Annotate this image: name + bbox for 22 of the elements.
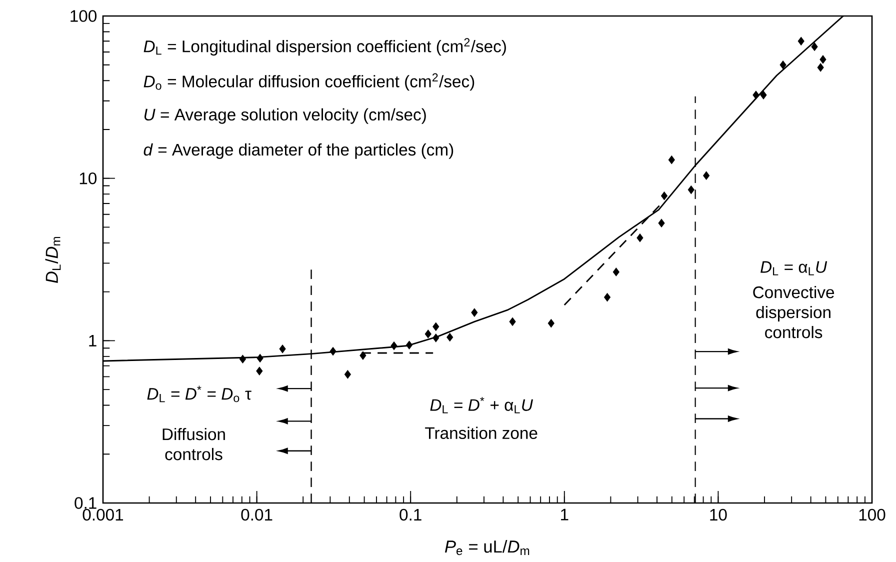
y-tick-label: 0.1 xyxy=(74,497,96,509)
x-tick-label: 100 xyxy=(859,508,886,521)
y-axis-title: D$_{L}$/D$_{m}$ xyxy=(45,236,61,283)
annotation: D$_{o}$ = Molecular diffusion coefficient (cm$^{2}$/sec) xyxy=(144,73,474,91)
annotation: D$_{L}$ = α$_{L}$U xyxy=(760,261,828,276)
x-tick-label: 0.1 xyxy=(400,508,422,521)
y-tick-label: 10 xyxy=(80,172,97,184)
y-tick-label: 1 xyxy=(89,334,96,346)
annotation: d = Average diameter of the particles (cm) xyxy=(144,143,454,159)
text: D$_{L}$ = D$^{*}$ = D$_{o}$ τ xyxy=(147,386,252,402)
annotation: D$_{L}$ = Longitudinal dispersion coefficient (cm$^{2}$/sec) xyxy=(144,38,506,56)
x-tick-label: 0.01 xyxy=(241,508,272,521)
annotation: Transition zone xyxy=(425,426,538,439)
annotation: D$_{L}$ = D$^{*}$ + α$_{L}$U xyxy=(430,396,534,414)
y-tick-label: 100 xyxy=(70,10,97,22)
x-axis-title: P$_{e}$ = uL/D$_{m}$ xyxy=(444,540,530,556)
x-tick-label: 10 xyxy=(710,508,727,521)
annotation: Diffusion controls xyxy=(162,428,225,460)
x-tick-label: 0.001 xyxy=(82,508,124,521)
annotation: Convective dispersion controls xyxy=(753,286,834,338)
x-tick-label: 1 xyxy=(561,508,568,520)
annotation: U = Average solution velocity (cm/sec) xyxy=(144,108,426,124)
